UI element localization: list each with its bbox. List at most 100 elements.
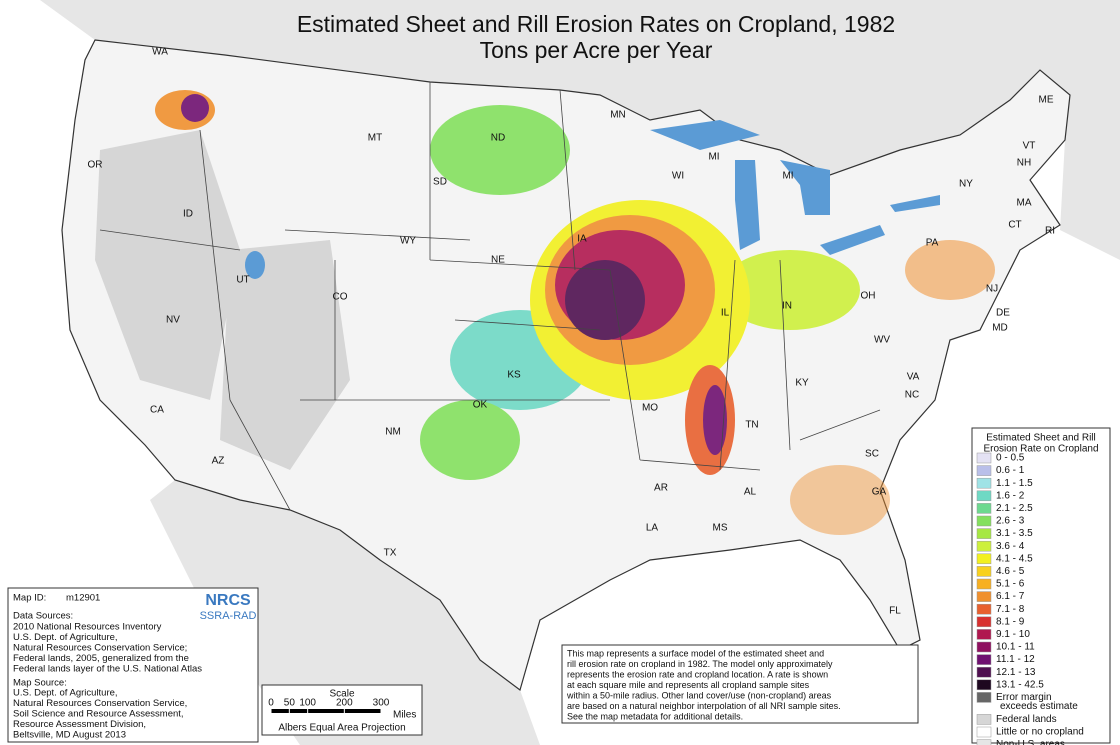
legend-swatch <box>976 591 992 602</box>
scale-bar <box>271 709 381 713</box>
state-label: LA <box>646 523 659 534</box>
legend-label: 7.1 - 8 <box>996 604 1025 615</box>
legend-label: 0 - 0.5 <box>996 453 1025 464</box>
state-label: NJ <box>986 284 998 295</box>
state-label: WI <box>672 171 684 182</box>
state-label: CA <box>150 405 164 416</box>
erosion-area <box>430 105 570 195</box>
legend-label: 3.6 - 4 <box>996 541 1025 552</box>
state-label: IL <box>721 308 730 319</box>
note-line: within a 50-mile radius. Other land cove… <box>566 690 832 700</box>
legend-label: 12.1 - 13 <box>996 667 1036 678</box>
map-source-line: Beltsville, MD August 2013 <box>13 730 126 741</box>
scale-box: Scale Miles Albers Equal Area Projection… <box>261 684 423 736</box>
note-line: at each square mile and represents all c… <box>567 680 810 690</box>
state-label: TX <box>384 548 397 559</box>
note-line: rill erosion rate on cropland in 1982. T… <box>567 659 833 669</box>
state-label: KY <box>795 378 809 389</box>
lake-superior <box>650 120 760 150</box>
lake-erie <box>820 225 885 255</box>
legend-label: 2.1 - 2.5 <box>996 503 1033 514</box>
state-label: NV <box>166 315 180 326</box>
logo-name: NRCS <box>205 592 251 609</box>
data-source-line: U.S. Dept. of Agriculture, <box>13 632 118 643</box>
canada <box>40 0 1120 260</box>
state-label: SC <box>865 449 879 460</box>
map-source-line: Soil Science and Resource Assessment, <box>13 709 184 720</box>
state-label: VT <box>1023 141 1036 152</box>
legend-label: 1.1 - 1.5 <box>996 478 1033 489</box>
projection: Albers Equal Area Projection <box>278 723 405 734</box>
map-source-line: Resource Assessment Division, <box>13 719 146 730</box>
legend-label: 4.6 - 5 <box>996 566 1025 577</box>
erosion-surface <box>155 90 995 535</box>
map-id-label: Map ID: <box>13 593 46 604</box>
logo-sub: SSRA-RAD <box>200 610 257 622</box>
lake-ontario <box>890 195 940 212</box>
legend-swatch <box>976 603 992 615</box>
legend-label: 0.6 - 1 <box>996 465 1025 476</box>
state-label: NY <box>959 179 973 190</box>
data-source-line: Federal lands, 2005, generalized from th… <box>13 653 189 664</box>
water-bodies <box>245 120 940 279</box>
state-label: NC <box>905 390 919 401</box>
legend-swatch <box>976 515 992 527</box>
legend-swatch <box>976 490 992 502</box>
state-label: FL <box>889 606 901 617</box>
state-label: CO <box>333 292 348 303</box>
lake-michigan <box>735 160 760 250</box>
state-label: MI <box>782 171 793 182</box>
erosion-area <box>790 465 890 535</box>
legend-label: Federal lands <box>996 714 1057 725</box>
state-label: MI <box>708 152 719 163</box>
state-labels: WA MT ND MN OR ID SD WI MI MI NY VT NH ME MA CT RI WY NE IA… <box>88 47 1056 617</box>
state-label: NE <box>491 255 505 266</box>
state-label: ND <box>491 133 505 144</box>
map-source-line: U.S. Dept. of Agriculture, <box>13 688 118 699</box>
legend-label: 6.1 - 7 <box>996 591 1025 602</box>
legend-label: 8.1 - 9 <box>996 616 1025 627</box>
scale-tick-label: 300 <box>373 698 390 709</box>
state-label: MS <box>713 523 728 534</box>
state-label: OR <box>88 160 103 171</box>
erosion-area <box>703 385 727 455</box>
scale-title: Scale <box>329 689 354 700</box>
data-source-line: Federal lands layer of the U.S. National… <box>13 664 202 675</box>
info-frame <box>7 587 259 743</box>
info-box: Map ID: m12901 NRCS SSRA-RAD Data Source… <box>7 587 259 743</box>
state-label: IA <box>577 234 587 245</box>
legend-swatch <box>976 654 992 665</box>
map-source-title: Map Source: <box>13 678 67 689</box>
federal-land <box>220 240 350 470</box>
state-label: NH <box>1017 158 1031 169</box>
state-label: MN <box>610 110 626 121</box>
scale-tick-label: 100 <box>299 698 316 709</box>
state-label: AL <box>744 487 757 498</box>
data-sources-title: Data Sources: <box>13 611 73 622</box>
legend-title: Erosion Rate on Cropland <box>983 444 1098 455</box>
legend-swatch <box>976 477 992 489</box>
legend-items: 0 - 0.50.6 - 1 1.1 - 1.51.6 - 2 2.1 - 2.5 2… <box>976 453 1084 745</box>
legend-label: 3.1 - 3.5 <box>996 528 1033 539</box>
legend-label: 4.1 - 4.5 <box>996 553 1033 564</box>
map-source: U.S. Dept. of Agriculture,Natural Resour… <box>13 688 187 741</box>
legend-label: 13.1 - 42.5 <box>996 679 1044 690</box>
legend-swatch <box>976 503 992 514</box>
legend-title: Estimated Sheet and Rill <box>986 433 1096 444</box>
erosion-area <box>181 94 209 122</box>
legend-label: 1.6 - 2 <box>996 490 1025 501</box>
erosion-area <box>720 250 860 330</box>
state-label: WA <box>152 47 168 58</box>
erosion-area <box>420 400 520 480</box>
state-label: UT <box>236 275 249 286</box>
erosion-area <box>565 260 645 340</box>
legend-swatch <box>976 566 992 577</box>
great-salt-lake <box>245 251 265 279</box>
note-text: This map represents a surface model of t… <box>566 648 841 721</box>
state-label: OH <box>861 291 876 302</box>
note-box: This map represents a surface model of t… <box>561 644 919 724</box>
state-label: NM <box>385 427 401 438</box>
erosion-area <box>905 240 995 300</box>
mexico <box>150 480 540 745</box>
